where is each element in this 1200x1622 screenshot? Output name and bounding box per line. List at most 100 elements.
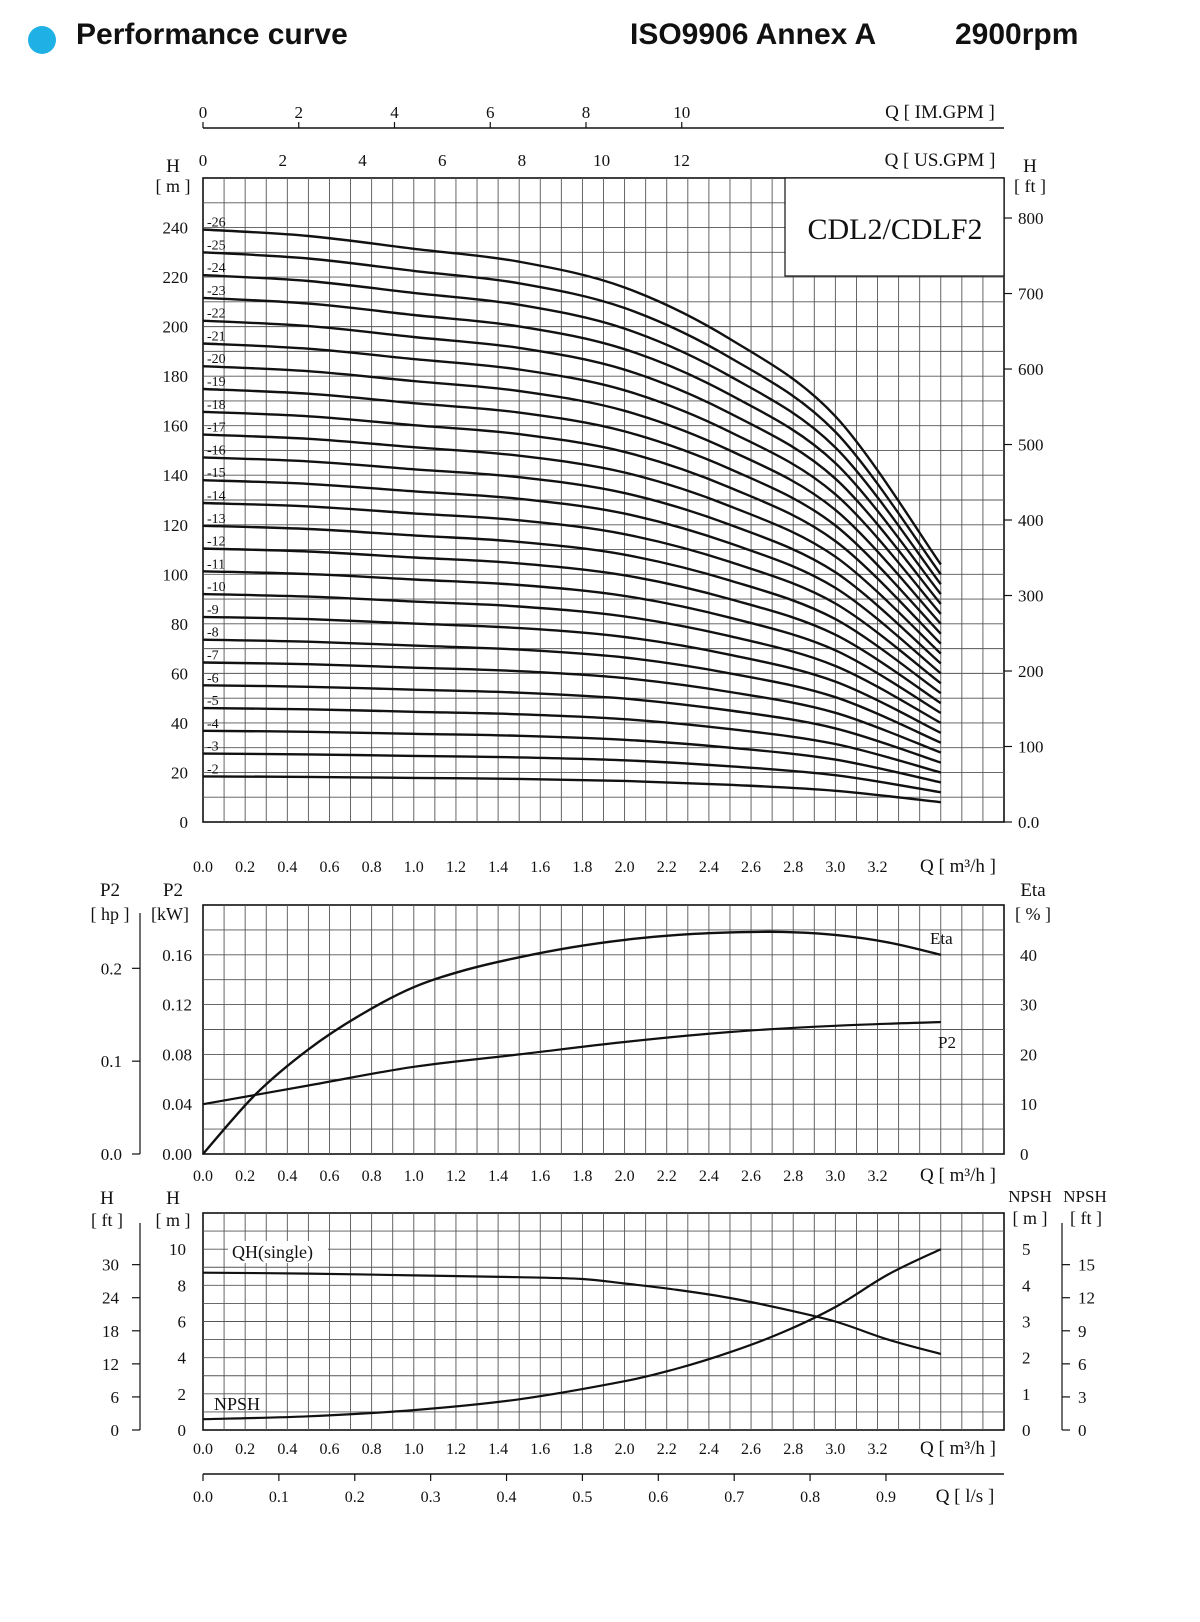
us-gpm-tick-label: 4	[358, 151, 367, 170]
power-x-tick-label: 3.0	[825, 1168, 845, 1185]
head-curve-label: -12	[207, 535, 226, 550]
head-curve--6	[202, 684, 942, 764]
head-curve--9	[202, 615, 942, 734]
p2-kw-tick-label: 0.16	[162, 946, 192, 965]
power-x-tick-label: 0.0	[193, 1168, 213, 1185]
head-ft-tick-label: 100	[1018, 738, 1044, 757]
model-label: CDL2/CDLF2	[807, 213, 982, 246]
h-m-tick-label: 6	[178, 1313, 187, 1332]
p2-hp-tick-label: 0.0	[101, 1145, 122, 1164]
npsh-m-tick-label: 4	[1022, 1276, 1031, 1295]
head-y-tick-label: 40	[171, 714, 188, 733]
head-ft-tick-label: 600	[1018, 360, 1044, 379]
im-gpm-axis-label: Q [ IM.GPM ]	[885, 102, 995, 123]
head-curve--4	[202, 729, 942, 784]
npsh-x-axis-label: Q [ m³/h ]	[920, 1438, 996, 1459]
h-ft-tick-label: 18	[102, 1322, 119, 1341]
ls-tick-label: 0.9	[876, 1489, 896, 1506]
npsh-x-tick-label: 3.0	[825, 1441, 845, 1458]
npsh-ft-tick-label: 6	[1078, 1355, 1087, 1374]
npsh-x-tick-label: 2.8	[783, 1441, 803, 1458]
npsh-ft-axis-unit: [ ft ]	[1070, 1208, 1102, 1228]
eta-tick-label: 30	[1020, 996, 1037, 1015]
head-curve--22	[202, 319, 942, 605]
head-curve--10	[202, 592, 942, 724]
head-curve-label: -23	[207, 284, 226, 299]
npsh-m-tick-label: 1	[1022, 1385, 1031, 1404]
page-title: Performance curve	[76, 18, 348, 51]
test-standard: ISO9906 Annex A	[630, 18, 877, 51]
head-y-axis-unit: [ m ]	[156, 176, 191, 196]
head-x-tick-label: 3.0	[825, 859, 845, 876]
head-curve--3	[202, 752, 941, 794]
npsh-x-tick-label: 0.4	[277, 1441, 297, 1458]
h-m-tick-label: 8	[178, 1276, 187, 1295]
head-y-tick-label: 180	[163, 367, 189, 386]
p2-curve	[202, 1020, 941, 1106]
us-gpm-tick-label: 2	[278, 151, 287, 170]
head-y-tick-label: 220	[163, 268, 189, 287]
head-y-tick-label: 60	[171, 664, 188, 683]
head-ft-tick-label: 0.0	[1018, 813, 1039, 832]
head-curve-label: -13	[207, 512, 226, 527]
head-curve--8	[202, 638, 942, 744]
model-box	[784, 177, 1005, 277]
power-x-tick-label: 1.8	[572, 1168, 592, 1185]
npsh-ft-tick-label: 9	[1078, 1322, 1087, 1341]
p2-hp-axis-unit: [ hp ]	[91, 904, 130, 924]
p2-hp-tick-label: 0.2	[101, 959, 122, 978]
h-ft-tick-label: 0	[111, 1421, 120, 1440]
power-x-tick-label: 2.2	[657, 1168, 677, 1185]
head-curve--25	[202, 251, 942, 576]
npsh-x-tick-label: 1.6	[530, 1441, 550, 1458]
head-y-tick-label: 140	[163, 466, 189, 485]
us-gpm-axis-label: Q [ US.GPM ]	[885, 150, 996, 171]
head-curve-label: -6	[207, 671, 219, 686]
npsh-m-tick-label: 0	[1022, 1421, 1031, 1440]
p2-kw-tick-label: 0.12	[162, 996, 192, 1015]
h-ft-tick-label: 6	[111, 1388, 120, 1407]
head-x-tick-label: 1.4	[488, 859, 508, 876]
head-y-axis-label: H	[166, 156, 180, 177]
head-curve-label: -15	[207, 466, 226, 481]
h-m-tick-label: 10	[169, 1240, 186, 1259]
head-curve--19	[202, 387, 942, 635]
qh-single-curve	[202, 1271, 942, 1356]
npsh-curve-label: NPSH	[214, 1394, 260, 1414]
h-m-tick-label: 0	[178, 1421, 187, 1440]
ls-tick-label: 0.3	[421, 1489, 441, 1506]
head-curve-label: -17	[207, 421, 226, 436]
speed-label: 2900rpm	[955, 18, 1079, 51]
npsh-x-tick-label: 1.2	[446, 1441, 466, 1458]
im-gpm-tick-label: 8	[582, 103, 591, 122]
npsh-x-tick-label: 0.2	[235, 1441, 255, 1458]
npsh-x-tick-label: 0.0	[193, 1441, 213, 1458]
npsh-ft-axis-label: NPSH	[1063, 1187, 1106, 1206]
head-curve--2	[202, 775, 941, 804]
head-curve--13	[202, 524, 942, 695]
power-x-tick-label: 2.0	[615, 1168, 635, 1185]
head-ft-tick-label: 700	[1018, 285, 1044, 304]
head-ft-axis-unit: [ ft ]	[1014, 176, 1046, 196]
head-x-tick-label: 2.8	[783, 859, 803, 876]
head-curve-label: -21	[207, 329, 226, 344]
npsh-ft-tick-label: 0	[1078, 1421, 1087, 1440]
head-y-tick-label: 200	[163, 318, 189, 337]
head-curve--21	[202, 342, 942, 615]
head-curve-label: -20	[207, 352, 226, 367]
head-curve-label: -18	[207, 398, 226, 413]
im-gpm-tick-label: 4	[390, 103, 399, 122]
npsh-x-tick-label: 2.4	[699, 1441, 719, 1458]
head-x-tick-label: 2.2	[657, 859, 677, 876]
im-gpm-tick-label: 2	[295, 103, 304, 122]
head-curve-label: -14	[207, 489, 226, 504]
head-curve-label: -26	[207, 216, 226, 231]
ls-tick-label: 0.0	[193, 1489, 213, 1506]
power-x-tick-label: 0.8	[362, 1168, 382, 1185]
p2-kw-tick-label: 0.08	[162, 1045, 192, 1064]
ls-tick-label: 0.5	[572, 1489, 592, 1506]
npsh-m-tick-label: 5	[1022, 1240, 1031, 1259]
head-curve-label: -10	[207, 580, 226, 595]
head-x-tick-label: 0.6	[319, 859, 339, 876]
